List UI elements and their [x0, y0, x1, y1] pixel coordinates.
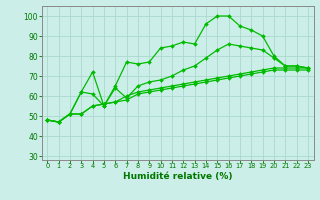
X-axis label: Humidité relative (%): Humidité relative (%) — [123, 172, 232, 181]
